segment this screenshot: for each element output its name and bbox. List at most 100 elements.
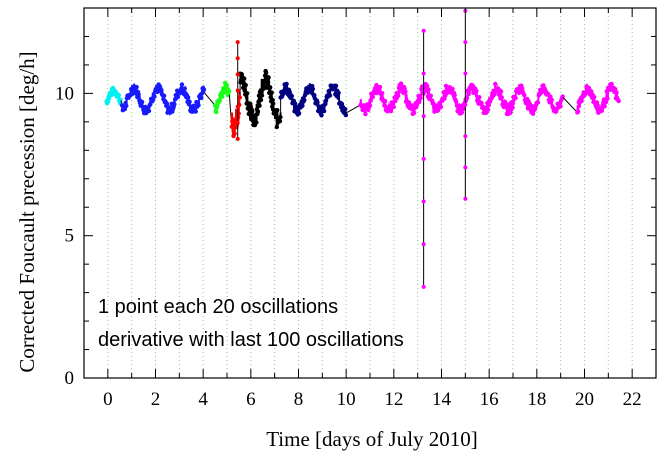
data-point xyxy=(269,90,274,95)
data-point xyxy=(224,82,229,88)
data-point xyxy=(116,93,122,98)
data-point xyxy=(106,95,112,101)
spike-point xyxy=(463,134,468,139)
data-point xyxy=(496,92,502,97)
data-point xyxy=(236,111,241,116)
data-point xyxy=(466,91,471,96)
data-point xyxy=(513,95,518,101)
data-point xyxy=(388,108,394,114)
data-point xyxy=(443,83,449,89)
spike-point xyxy=(421,114,426,119)
data-point xyxy=(464,95,470,100)
data-point xyxy=(575,109,581,115)
data-point xyxy=(179,82,185,87)
x-tick-label: 22 xyxy=(623,389,642,410)
data-point xyxy=(152,94,157,99)
data-point xyxy=(175,94,181,100)
data-point xyxy=(193,109,198,114)
data-point xyxy=(474,88,479,94)
data-point xyxy=(327,88,332,94)
data-point xyxy=(217,98,222,103)
series-points xyxy=(575,81,621,115)
data-point xyxy=(159,88,164,93)
data-point xyxy=(424,83,430,89)
data-point xyxy=(260,78,266,84)
data-point xyxy=(161,93,167,99)
spike-point xyxy=(463,71,468,76)
tick-labels: 0 2 4 6 8 10 12 14 16 18 20 22 0 5 10 xyxy=(55,83,642,410)
data-point xyxy=(292,101,298,106)
x-tick-label: 6 xyxy=(246,389,256,410)
data-point xyxy=(139,99,145,105)
data-point xyxy=(363,111,368,117)
data-point xyxy=(278,114,283,120)
spike-point xyxy=(463,102,468,107)
data-point xyxy=(411,110,417,115)
data-point xyxy=(602,104,607,109)
data-point xyxy=(254,120,259,125)
data-point xyxy=(599,108,605,113)
data-point xyxy=(333,83,339,89)
data-point xyxy=(549,97,554,103)
x-tick-label: 2 xyxy=(151,389,161,410)
data-point xyxy=(605,96,610,101)
data-point xyxy=(265,80,271,85)
data-point xyxy=(134,84,139,90)
data-point xyxy=(172,101,177,107)
data-point xyxy=(226,89,232,94)
data-point xyxy=(339,101,345,107)
vertical-gridlines xyxy=(107,8,633,378)
data-point xyxy=(199,91,205,96)
data-point xyxy=(510,105,515,110)
data-point xyxy=(603,99,609,105)
data-point xyxy=(237,95,242,100)
x-tick-label: 18 xyxy=(527,389,546,410)
data-point xyxy=(382,103,387,108)
data-point xyxy=(498,89,504,94)
spike-point xyxy=(235,56,240,61)
data-point xyxy=(105,99,111,104)
data-point xyxy=(312,92,317,98)
data-point xyxy=(323,98,329,103)
data-point xyxy=(396,93,401,98)
spike-point xyxy=(235,88,240,93)
spike-point xyxy=(421,284,426,289)
data-point xyxy=(270,97,275,103)
data-point xyxy=(157,84,163,89)
spike-point xyxy=(463,196,468,201)
data-point xyxy=(263,70,269,75)
series-points xyxy=(104,85,123,106)
data-point xyxy=(613,87,618,92)
data-point xyxy=(201,87,207,92)
series-points xyxy=(119,82,207,116)
data-point xyxy=(289,93,294,99)
data-point xyxy=(274,124,279,130)
spike-point xyxy=(235,120,240,125)
series-points xyxy=(358,81,565,117)
data-point xyxy=(118,97,123,103)
data-point xyxy=(302,97,307,103)
data-point xyxy=(377,84,383,90)
data-point xyxy=(479,100,484,106)
data-point xyxy=(258,97,264,103)
data-point xyxy=(255,109,261,114)
data-point xyxy=(535,100,541,105)
spike-point xyxy=(463,40,468,45)
data-point xyxy=(426,87,431,92)
data-point xyxy=(452,93,457,98)
data-point xyxy=(418,95,423,101)
data-point xyxy=(327,93,333,98)
data-point xyxy=(245,91,250,96)
spike-point xyxy=(235,136,240,141)
data-point xyxy=(124,103,129,109)
data-point xyxy=(343,112,348,118)
x-tick-label: 8 xyxy=(294,389,304,410)
data-point xyxy=(486,102,491,108)
spike-point xyxy=(463,165,468,170)
series-connector xyxy=(345,104,361,114)
data-point xyxy=(268,85,273,90)
data-point xyxy=(287,90,292,95)
x-tick-label: 20 xyxy=(575,389,594,410)
spike-point xyxy=(421,242,426,247)
